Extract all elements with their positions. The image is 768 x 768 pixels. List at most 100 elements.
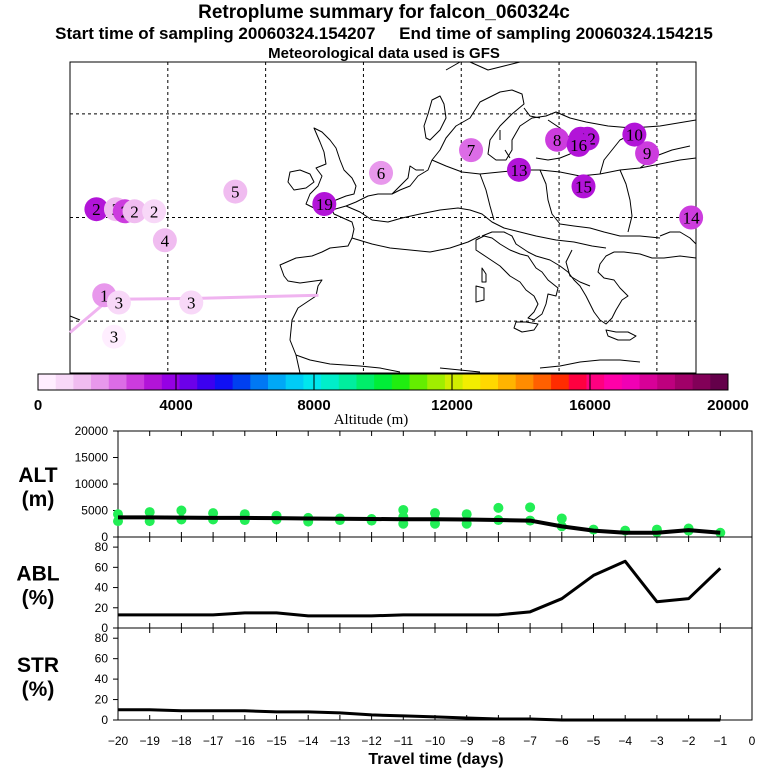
- altitude-point: [144, 507, 155, 518]
- plume-positions: 1222223334567891011121314151619: [84, 122, 704, 349]
- plume-label: 2: [150, 202, 159, 221]
- x-tick-label: −12: [361, 734, 382, 748]
- y-tick-label: 0: [101, 713, 108, 727]
- colorbar-tick-label: 16000: [569, 397, 611, 414]
- x-tick-label: −15: [266, 734, 287, 748]
- plume-position-marker: 16: [566, 132, 591, 157]
- x-tick-label: −2: [682, 734, 696, 748]
- colorbar-cell: [391, 374, 411, 390]
- x-tick-label: −5: [587, 734, 601, 748]
- plume-bubble: [102, 324, 127, 349]
- y-tick-label: 5000: [81, 504, 108, 518]
- x-tick-label: −7: [523, 734, 537, 748]
- y-tick-label: 0: [101, 530, 108, 544]
- colorbar-cell: [657, 374, 676, 390]
- colorbar-cell: [427, 374, 446, 390]
- colorbar-cell: [586, 374, 605, 390]
- x-tick-label: −13: [330, 734, 351, 748]
- plume-position-marker: 15: [571, 174, 596, 199]
- y-tick-label: 80: [95, 540, 109, 554]
- plume-bubble: [622, 122, 647, 147]
- plume-label: 8: [553, 131, 562, 150]
- colorbar-cell: [498, 374, 517, 390]
- y-tick-label: 80: [95, 631, 109, 645]
- colorbar-cell: [639, 374, 658, 390]
- colorbar-cell: [533, 374, 552, 390]
- colorbar-title: Altitude (m): [334, 412, 409, 428]
- str-panel: 0 20 40 60 80 STR(%): [17, 627, 753, 727]
- colorbar-cell: [374, 374, 393, 390]
- abl-panel-line: [118, 559, 722, 618]
- panel-label-top: ALT: [18, 464, 57, 487]
- colorbar-cell: [710, 374, 729, 390]
- x-tick-label: −11: [394, 734, 414, 748]
- plume-bubble: [179, 290, 204, 315]
- plume-label: 19: [316, 195, 333, 214]
- plume-label: 3: [187, 294, 196, 313]
- y-tick-label: 40: [95, 581, 109, 595]
- colorbar-cell: [444, 374, 464, 390]
- colorbar-tick-label: 8000: [297, 397, 330, 414]
- x-tick-label: −17: [203, 734, 224, 748]
- colorbar-cell: [356, 374, 375, 390]
- plume-position-marker: 2: [122, 199, 147, 224]
- plume-bubble: [312, 192, 337, 217]
- y-tick-label: 0: [101, 621, 108, 635]
- y-tick-label: 40: [95, 672, 109, 686]
- plume-label: 9: [643, 144, 652, 163]
- y-tick-label: 10000: [75, 477, 109, 491]
- colorbar-cell: [126, 374, 145, 390]
- plume-bubble: [122, 199, 147, 224]
- x-tick-label: −9: [460, 734, 474, 748]
- plume-bubble: [106, 290, 131, 315]
- panel-label-top: ABL: [16, 563, 59, 586]
- sampling-time-line: Start time of sampling 20060324.154207 E…: [55, 24, 713, 43]
- colorbar-cell: [321, 374, 340, 390]
- plume-position-marker: 4: [152, 228, 177, 253]
- altitude-point: [461, 509, 472, 520]
- plume-position-marker: 3: [106, 290, 131, 315]
- plume-position-marker: 19: [312, 192, 337, 217]
- plume-bubble: [545, 127, 570, 152]
- plume-bubble: [635, 141, 660, 166]
- x-tick-label: −19: [140, 734, 161, 748]
- x-tick-label: −16: [235, 734, 256, 748]
- plume-bubble: [152, 228, 177, 253]
- plume-label: 2: [92, 200, 101, 219]
- plume-label: 5: [231, 183, 240, 202]
- colorbar-cell: [338, 374, 357, 390]
- plume-position-marker: 7: [459, 138, 484, 163]
- plume-position-marker: 9: [635, 141, 660, 166]
- y-tick-label: 20: [95, 693, 109, 707]
- map-panel: 1222223334567891011121314151619: [69, 61, 704, 374]
- colorbar-cell: [409, 374, 428, 390]
- plume-position-marker: 13: [506, 157, 531, 182]
- plume-bubble: [679, 205, 704, 230]
- colorbar-cell: [91, 374, 110, 390]
- met-data-line: Meteorological data used is GFS: [268, 45, 500, 62]
- colorbar-cell: [303, 374, 322, 390]
- plume-bubble: [571, 174, 596, 199]
- colorbar-cell: [674, 374, 694, 390]
- colorbar-cell: [604, 374, 623, 390]
- map-grid: [70, 62, 696, 373]
- time-series-panels: 05000100001500020000ALT(m)020406080ABL(%…: [16, 424, 755, 768]
- x-tick-label: −4: [618, 734, 632, 748]
- colorbar-cell: [551, 374, 570, 390]
- x-tick-label: −1: [713, 734, 727, 748]
- plume-label: 10: [626, 126, 643, 145]
- plume-position-marker: 14: [679, 205, 704, 230]
- plume-bubble: [142, 199, 167, 224]
- x-tick-label: −10: [425, 734, 446, 748]
- abl-panel: 0 20 40 60 80 ABL(%): [16, 536, 753, 635]
- plume-position-marker: 2: [84, 197, 109, 222]
- colorbar-cell: [108, 374, 127, 390]
- x-axis-title: Travel time (days): [368, 751, 503, 768]
- colorbar-cell: [692, 374, 711, 390]
- x-tick-label: −3: [650, 734, 664, 748]
- x-tick-label: −14: [298, 734, 319, 748]
- colorbar-cell: [480, 374, 499, 390]
- colorbar-tick-label: 0: [34, 397, 42, 414]
- colorbar-cell: [462, 374, 481, 390]
